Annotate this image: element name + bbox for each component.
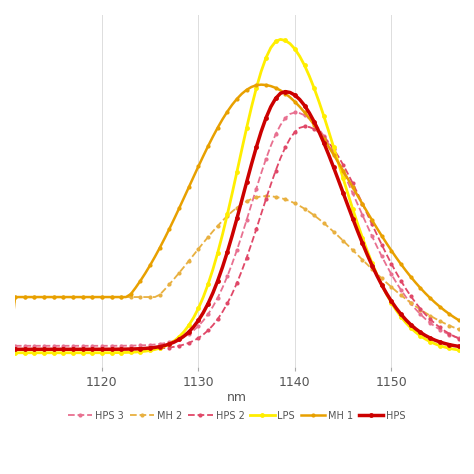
LPS [17,350,23,356]
Line: HPS 3: HPS 3 [3,110,471,348]
MH 2 [273,194,278,200]
MH 1 [273,85,278,91]
HPS [365,252,370,258]
MH 1 [36,294,42,300]
HPS 2 [302,124,308,129]
LPS [234,169,240,174]
MH 2 [466,330,472,336]
HPS 2 [466,339,472,345]
LPS [365,248,370,254]
HPS [283,89,288,94]
MH 1 [2,342,8,348]
X-axis label: nm: nm [227,392,247,404]
HPS [123,346,129,352]
MH 2 [365,262,370,267]
LPS [2,350,8,356]
Line: MH 2: MH 2 [3,194,471,347]
HPS [36,346,42,352]
HPS 2 [268,182,273,187]
LPS [36,350,42,356]
HPS [268,104,273,109]
HPS 3 [292,109,298,115]
HPS 2 [123,346,129,352]
MH 1 [123,294,129,300]
HPS [234,215,240,221]
MH 2 [17,294,23,300]
HPS [466,345,472,350]
HPS 3 [466,338,472,344]
HPS 2 [17,346,23,352]
LPS [268,45,273,51]
MH 2 [2,343,8,348]
HPS 3 [123,343,129,348]
MH 1 [365,210,370,215]
Line: HPS: HPS [3,89,471,352]
HPS 3 [2,343,8,349]
HPS 2 [365,211,370,217]
MH 2 [263,193,269,199]
MH 1 [466,323,472,328]
HPS 2 [36,346,42,352]
HPS [17,346,23,352]
Line: MH 1: MH 1 [3,82,471,347]
Line: LPS: LPS [3,37,471,355]
HPS 3 [268,143,273,149]
MH 2 [123,294,129,300]
HPS 3 [365,223,370,229]
HPS 3 [36,343,42,349]
HPS 3 [17,343,23,349]
LPS [123,350,129,356]
MH 1 [258,82,264,88]
HPS 2 [2,346,8,352]
Legend: HPS 3, MH 2, HPS 2, LPS, MH 1, HPS: HPS 3, MH 2, HPS 2, LPS, MH 1, HPS [64,407,410,425]
MH 2 [36,294,42,300]
HPS 3 [234,247,240,253]
MH 2 [234,205,240,210]
HPS 2 [234,280,240,286]
Line: HPS 2: HPS 2 [3,124,471,351]
LPS [278,36,283,42]
LPS [466,348,472,354]
MH 1 [17,294,23,300]
MH 1 [234,96,240,101]
HPS [2,346,8,352]
